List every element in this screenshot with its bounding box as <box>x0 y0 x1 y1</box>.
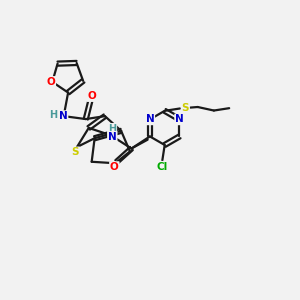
Text: N: N <box>108 132 117 142</box>
Text: O: O <box>110 162 119 172</box>
Text: H: H <box>108 124 116 134</box>
Text: O: O <box>87 91 96 101</box>
Text: N: N <box>59 111 68 121</box>
Text: N: N <box>146 114 154 124</box>
Text: S: S <box>182 103 189 113</box>
Text: O: O <box>46 77 55 87</box>
Text: H: H <box>49 110 58 120</box>
Text: N: N <box>175 114 184 124</box>
Text: S: S <box>72 147 79 157</box>
Text: Cl: Cl <box>157 162 168 172</box>
